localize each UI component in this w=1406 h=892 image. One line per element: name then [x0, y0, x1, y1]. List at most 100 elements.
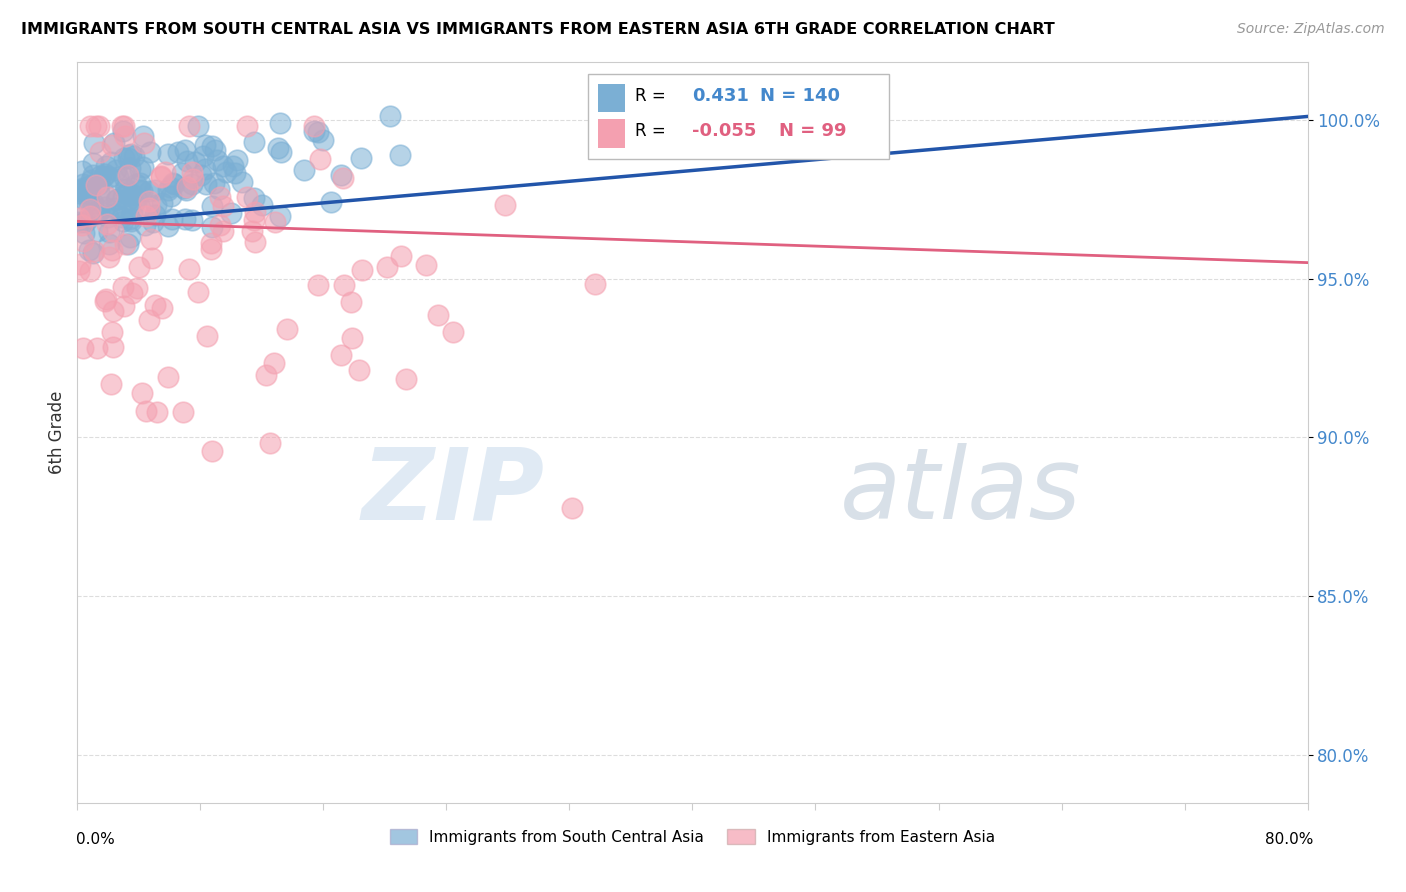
Point [129, 201, 152, 215]
Point [121, 205, 143, 219]
Point [70, 218, 93, 232]
Point [105, 193, 128, 207]
Point [77, 194, 100, 208]
Point [307, 125, 329, 139]
Point [107, 170, 129, 185]
Point [100, 154, 122, 169]
Point [128, 260, 150, 275]
Point [243, 191, 266, 205]
Point [82, 168, 104, 182]
Point [101, 243, 124, 257]
Point [307, 278, 329, 293]
Point [173, 180, 195, 194]
Point [117, 237, 139, 252]
Point [270, 145, 292, 159]
Point [150, 170, 173, 185]
Point [70, 164, 93, 178]
Point [342, 331, 364, 345]
Point [117, 151, 139, 165]
Point [240, 224, 263, 238]
Point [329, 168, 352, 182]
Point [118, 230, 141, 244]
Point [179, 262, 201, 277]
Point [115, 182, 138, 196]
Point [101, 304, 124, 318]
Point [79, 187, 101, 202]
Point [152, 195, 174, 210]
Point [111, 280, 134, 294]
Point [79, 202, 101, 216]
Point [67, 211, 90, 225]
Point [84, 205, 107, 219]
Point [69, 183, 91, 197]
Point [67, 264, 90, 278]
Point [120, 214, 142, 228]
Point [86, 206, 108, 220]
Point [77, 243, 100, 257]
FancyBboxPatch shape [598, 120, 624, 147]
Point [101, 224, 124, 238]
Text: 80.0%: 80.0% [1265, 832, 1313, 847]
Point [98, 237, 121, 252]
Point [72, 178, 94, 192]
Point [211, 224, 233, 238]
Point [101, 326, 124, 340]
Point [97, 226, 120, 240]
Point [111, 119, 134, 133]
Point [167, 145, 190, 160]
Text: -0.055: -0.055 [693, 122, 756, 140]
Text: 0.431: 0.431 [693, 87, 749, 104]
Point [122, 149, 145, 163]
Point [89, 145, 111, 160]
Point [174, 183, 197, 197]
Point [79, 264, 101, 278]
Point [561, 501, 583, 516]
Point [96, 218, 118, 232]
Point [219, 206, 242, 220]
Point [67, 198, 90, 212]
Point [114, 237, 136, 252]
Point [375, 260, 398, 274]
Point [131, 385, 153, 400]
Point [302, 119, 325, 133]
Point [117, 193, 139, 207]
Point [242, 135, 264, 149]
Point [183, 155, 205, 169]
Point [269, 116, 291, 130]
Point [128, 176, 150, 190]
Point [104, 202, 127, 216]
Point [149, 169, 172, 183]
Point [177, 119, 200, 133]
Point [170, 166, 193, 180]
Point [205, 153, 228, 167]
Point [157, 183, 180, 197]
Point [112, 119, 135, 133]
Point [132, 160, 155, 174]
Point [212, 159, 235, 173]
Point [141, 232, 163, 246]
Point [156, 219, 179, 234]
Point [173, 143, 195, 157]
Text: IMMIGRANTS FROM SOUTH CENTRAL ASIA VS IMMIGRANTS FROM EASTERN ASIA 6TH GRADE COR: IMMIGRANTS FROM SOUTH CENTRAL ASIA VS IM… [21, 22, 1054, 37]
Point [160, 189, 183, 203]
Point [82, 156, 104, 170]
Point [125, 177, 148, 191]
Text: R =: R = [634, 122, 665, 140]
Point [157, 146, 180, 161]
Point [69, 257, 91, 271]
Point [132, 129, 155, 144]
Point [583, 277, 606, 291]
Point [79, 119, 101, 133]
Point [118, 161, 141, 175]
Point [211, 198, 233, 212]
Text: ZIP: ZIP [361, 443, 546, 541]
Point [125, 281, 148, 295]
Point [94, 159, 117, 173]
Point [190, 168, 212, 182]
Point [96, 190, 118, 204]
Point [135, 210, 157, 224]
Text: atlas: atlas [841, 443, 1081, 541]
Point [129, 183, 152, 197]
Point [132, 136, 155, 150]
Point [112, 151, 135, 165]
